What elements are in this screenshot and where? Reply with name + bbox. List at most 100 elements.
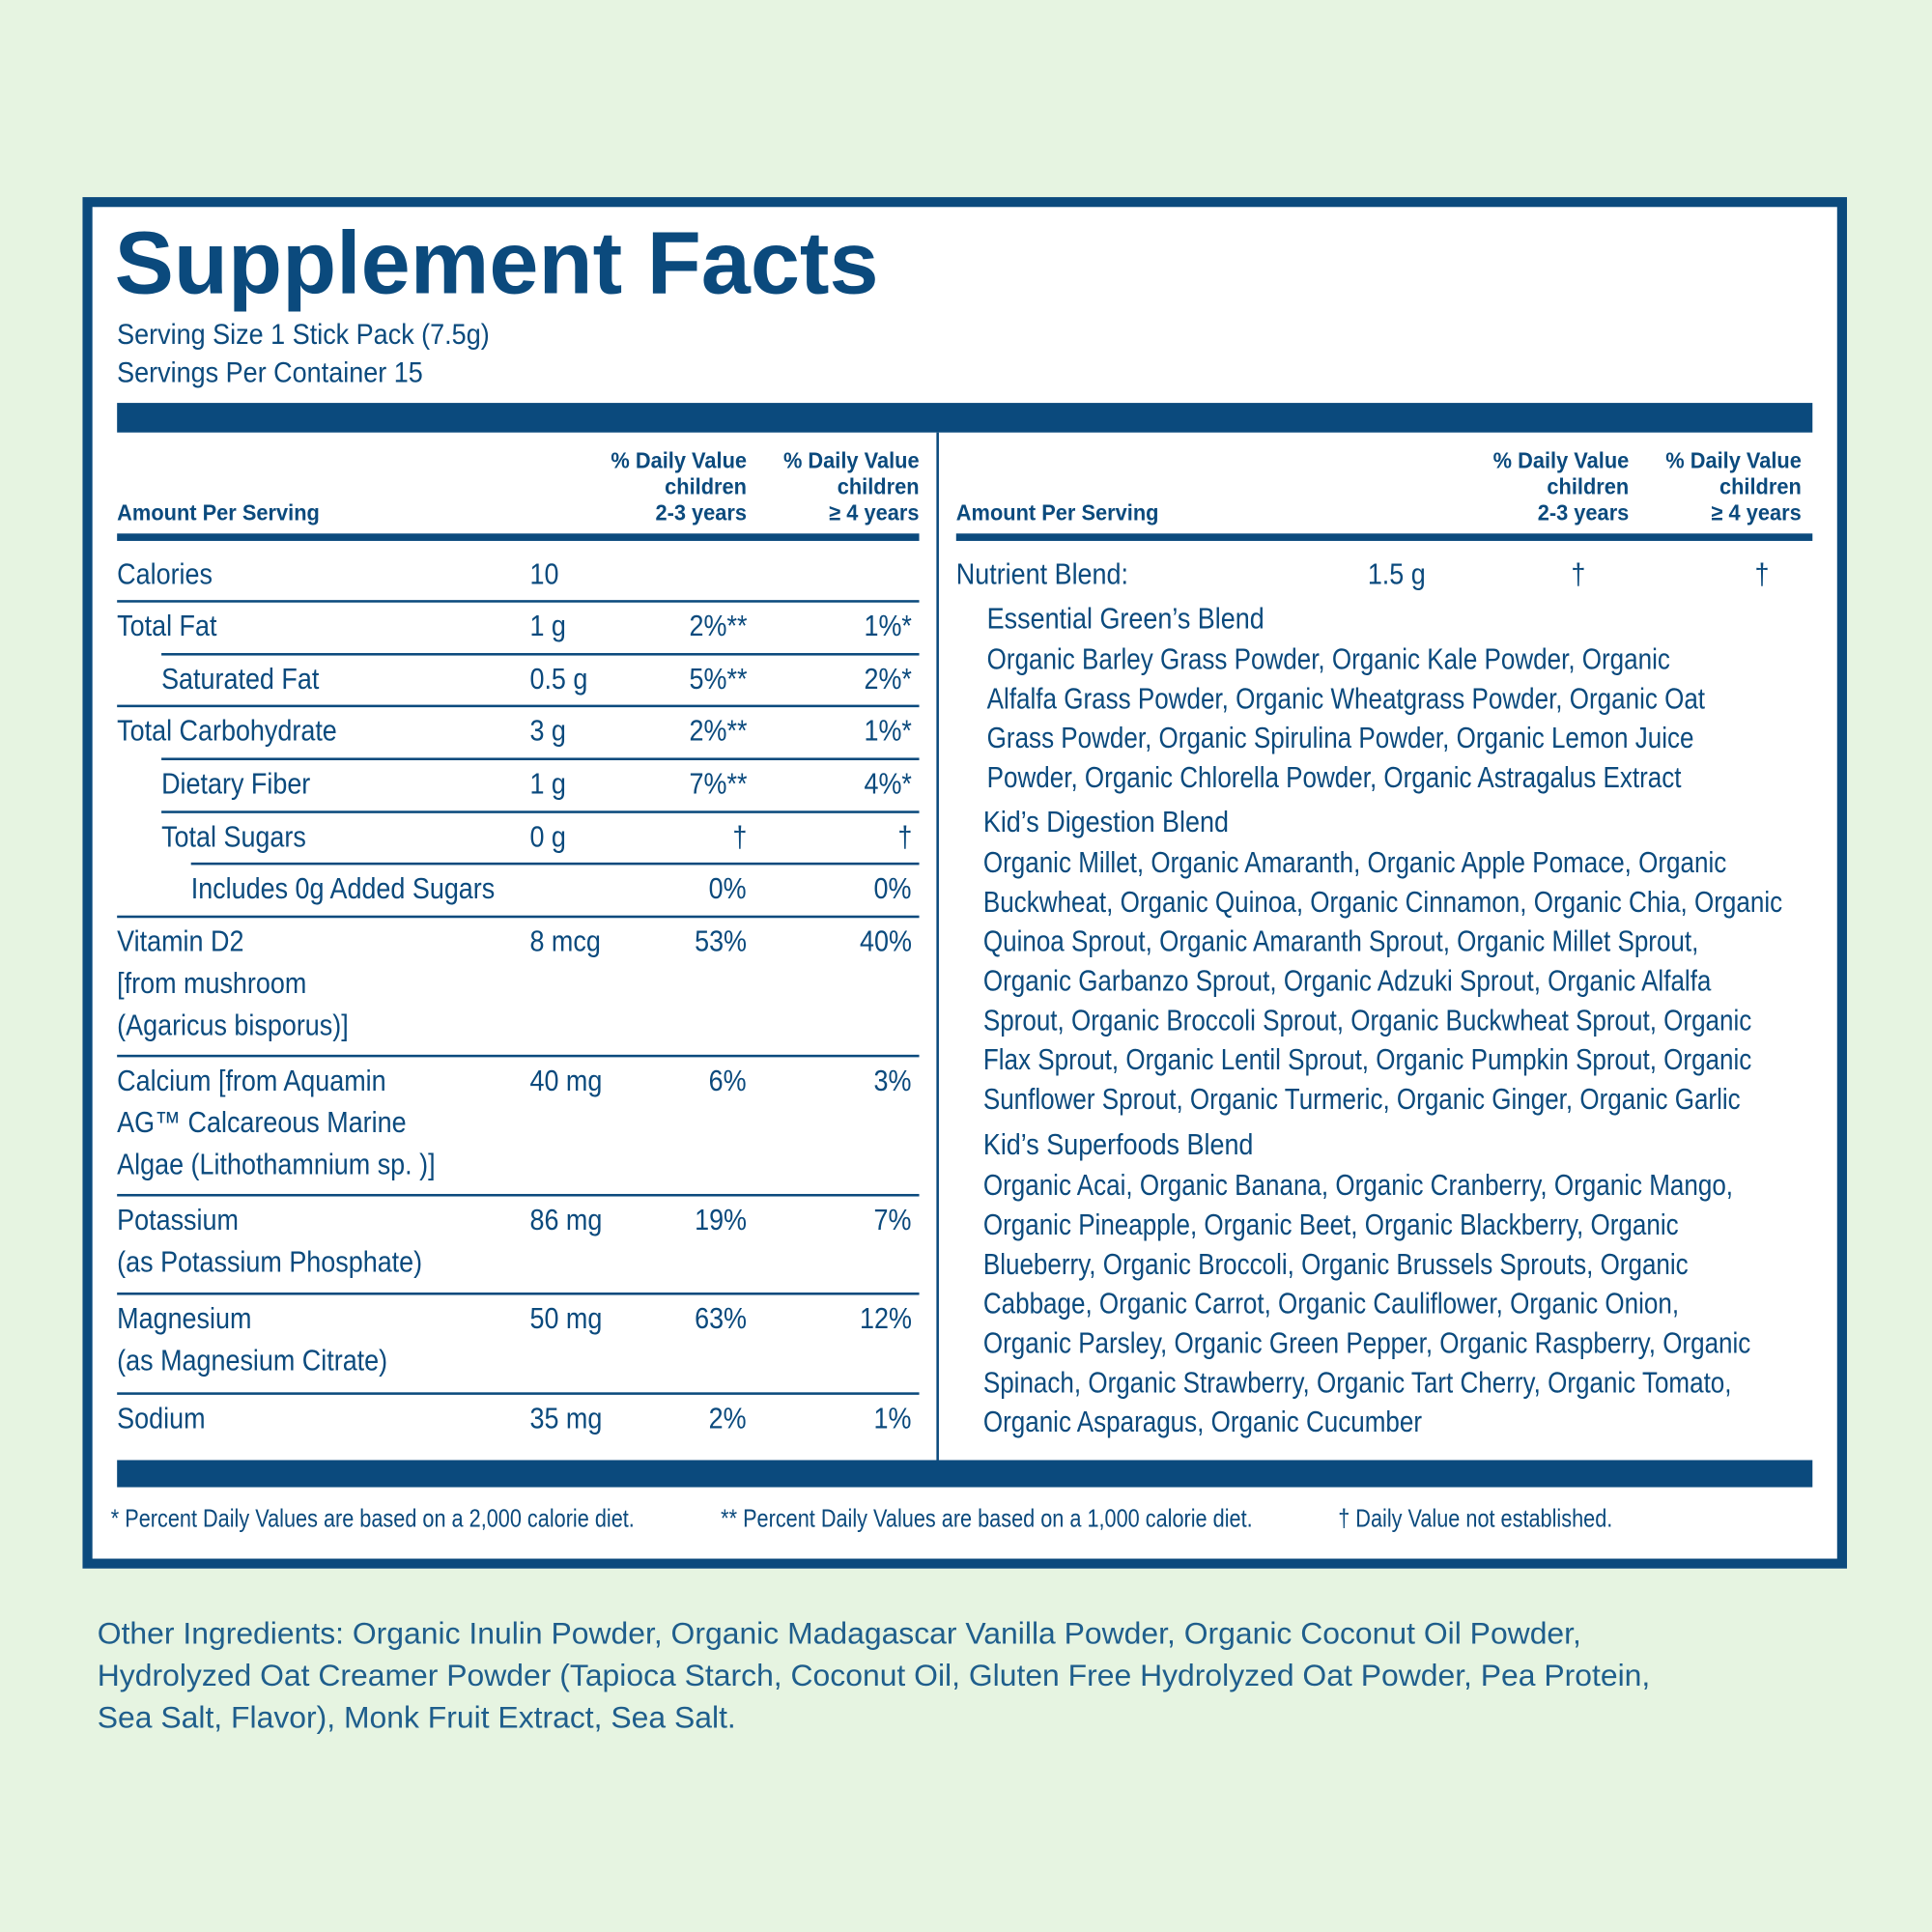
nutrient-name: [from mushroom [117,966,307,1001]
blend-ingredients: Organic Parsley, Organic Green Pepper, O… [982,1326,1751,1360]
amount: 35 mg [529,1402,603,1435]
blend-ingredients: Quinoa Sprout, Organic Amaranth Sprout, … [982,924,1699,958]
row-rule [161,757,920,760]
daily-value: 1% [873,1402,912,1435]
blend-ingredients: Organic Asparagus, Organic Cucumber [982,1405,1422,1439]
other-ingredients: Other Ingredients: Organic Inulin Powder… [97,1616,1581,1652]
column-header: Amount Per Serving [955,500,1159,526]
daily-value: 7%** [689,767,747,801]
nutrient-name: Potassium [117,1203,239,1237]
blend-name: Essential Green’s Blend [986,602,1264,636]
daily-value: 5%** [689,662,747,696]
nutrient-name: Nutrient Blend: [955,557,1129,591]
column-header: children [665,474,747,499]
daily-value: 4%* [864,767,912,801]
amount: 50 mg [529,1301,603,1336]
column-header: 2-3 years [1537,500,1630,526]
blend-ingredients: Organic Acai, Organic Banana, Organic Cr… [982,1168,1734,1203]
blend-ingredients: Alfalfa Grass Powder, Organic Wheatgrass… [986,682,1706,716]
nutrient-name: Calcium [from Aquamin [117,1064,386,1097]
column-header: children [1547,474,1630,499]
daily-value: 1%* [864,609,912,643]
nutrient-name: Calories [117,557,213,591]
row-rule [161,810,920,813]
daily-value: 19% [695,1203,747,1237]
daily-value: 63% [695,1301,747,1336]
footnote: † Daily Value not established. [1338,1505,1613,1533]
blend-ingredients: Sprout, Organic Broccoli Sprout, Organic… [982,1004,1752,1037]
nutrient-name: Saturated Fat [161,662,320,696]
nutrient-name: Total Fat [117,609,217,643]
other-ingredients: Hydrolyzed Oat Creamer Powder (Tapioca S… [97,1658,1651,1693]
daily-value: 12% [859,1301,912,1336]
daily-value: 2%** [689,714,747,748]
nutrient-name: Algae (Lithothamnium sp. )] [117,1148,436,1181]
blend-ingredients: Cabbage, Organic Carrot, Organic Caulifl… [982,1287,1680,1321]
nutrient-name: Total Carbohydrate [117,714,337,748]
amount: 3 g [529,714,566,748]
row-rule [117,1054,920,1057]
thick-rule [117,1460,1813,1488]
column-header: 2-3 years [655,500,747,526]
row-rule [161,653,920,655]
header-rule [117,533,920,541]
daily-value: 2%* [864,662,912,696]
daily-value: 1%* [864,714,912,748]
column-header: % Daily Value [1665,448,1802,474]
daily-value: 3% [873,1064,912,1097]
blend-ingredients: Organic Barley Grass Powder, Organic Kal… [986,642,1670,676]
row-rule [117,1392,920,1395]
amount: 1 g [529,609,566,643]
daily-value: † [1571,557,1586,591]
nutrient-name: Magnesium [117,1301,252,1336]
footnote: * Percent Daily Values are based on a 2,… [110,1505,635,1533]
serving-size: Serving Size 1 Stick Pack (7.5g) [117,318,490,351]
daily-value: 2%** [689,609,747,643]
nutrient-name: Vitamin D2 [117,924,244,958]
row-rule [117,704,920,707]
nutrient-name: (as Magnesium Citrate) [117,1344,388,1378]
column-header: children [1719,474,1802,499]
blend-ingredients: Flax Sprout, Organic Lentil Sprout, Orga… [982,1042,1752,1077]
blend-ingredients: Blueberry, Organic Broccoli, Organic Bru… [982,1247,1689,1282]
servings-per-container: Servings Per Container 15 [117,355,423,389]
daily-value: 53% [695,924,747,958]
daily-value: 6% [709,1064,747,1097]
blend-ingredients: Sunflower Sprout, Organic Turmeric, Orga… [982,1082,1741,1117]
row-rule [117,915,920,918]
blend-ingredients: Grass Powder, Organic Spirulina Powder, … [986,721,1694,755]
amount: 40 mg [529,1064,603,1097]
column-header: % Daily Value [1492,448,1630,474]
blend-ingredients: Powder, Organic Chlorella Powder, Organi… [986,760,1682,795]
daily-value: 7% [873,1203,912,1237]
nutrient-name: (Agaricus bisporus)] [117,1009,349,1042]
blend-name: Kid’s Superfoods Blend [982,1127,1254,1162]
daily-value: 0% [873,871,912,905]
daily-value: † [1754,557,1770,591]
nutrient-name: AG™ Calcareous Marine [117,1105,407,1140]
header-rule [955,533,1813,541]
nutrient-name: Includes 0g Added Sugars [190,871,496,905]
amount: 0 g [529,819,566,854]
nutrient-name: Total Sugars [161,819,306,854]
daily-value: 40% [859,924,912,958]
blend-ingredients: Buckwheat, Organic Quinoa, Organic Cinna… [982,885,1783,920]
column-header: ≥ 4 years [829,500,920,526]
row-rule [117,600,920,603]
column-header: % Daily Value [611,448,747,474]
nutrient-name: Dietary Fiber [161,767,311,801]
amount: 86 mg [529,1203,603,1237]
amount: 8 mcg [529,924,601,958]
blend-name: Kid’s Digestion Blend [982,805,1229,839]
footnote: ** Percent Daily Values are based on a 1… [721,1505,1253,1533]
column-divider [936,432,939,1461]
title: Supplement Facts [114,213,879,313]
blend-ingredients: Organic Garbanzo Sprout, Organic Adzuki … [982,964,1712,998]
nutrient-name: Sodium [117,1402,206,1435]
amount: 1 g [529,767,566,801]
nutrient-name: (as Potassium Phosphate) [117,1245,423,1279]
column-header: Amount Per Serving [117,500,320,526]
daily-value: 2% [709,1402,747,1435]
